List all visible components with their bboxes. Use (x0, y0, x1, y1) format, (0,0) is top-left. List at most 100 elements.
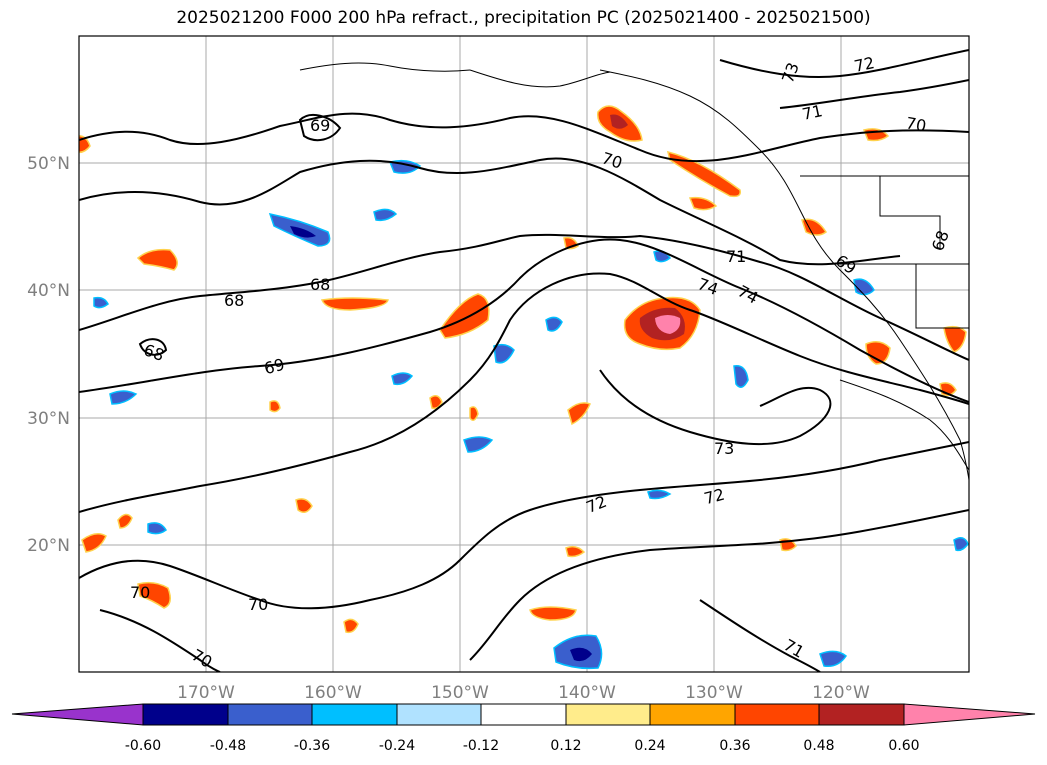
contour-line (79, 112, 969, 163)
longitude-label: 140°W (558, 683, 616, 703)
colorbar-tick-label: 0.48 (803, 738, 834, 754)
latitude-label: 40°N (27, 281, 70, 301)
precip-blob (469, 406, 479, 421)
colorbar-tick-label: 0.60 (888, 738, 919, 754)
contour-line (469, 509, 969, 661)
colorbar-tick-label: -0.24 (379, 738, 415, 754)
precip-blob (943, 325, 967, 353)
contour-label: 68 (310, 275, 330, 294)
colorbar-tick-label: -0.12 (463, 738, 499, 754)
contour-line (79, 233, 969, 361)
coast-line (469, 69, 611, 88)
precip-blob (529, 606, 577, 621)
coast-line (879, 176, 941, 250)
contour-line (779, 79, 969, 109)
precip-blob (853, 278, 875, 296)
contour-label: 70 (248, 595, 268, 614)
coast-line (839, 379, 969, 471)
contour-line (99, 609, 221, 672)
colorbar-segment (734, 703, 820, 726)
contour-line (298, 113, 342, 142)
colorbar (11, 703, 1036, 726)
longitude-label: 120°W (812, 683, 870, 703)
precip-blob (343, 618, 359, 634)
precip-blob (570, 647, 592, 662)
colorbar-tick-label: 0.36 (719, 738, 750, 754)
precip-blob (865, 341, 891, 365)
precipitation-field (79, 105, 967, 634)
contour-label: 70 (130, 583, 150, 602)
precip-blob (136, 248, 178, 271)
precip-blob (567, 402, 591, 426)
precip-blob (565, 545, 586, 558)
latitude-label: 20°N (27, 536, 70, 556)
colorbar-ticks: -0.60 -0.48 -0.36 -0.24 -0.12 0.12 0.24 … (125, 738, 920, 754)
plot-area (79, 36, 969, 672)
longitude-label: 170°W (177, 683, 235, 703)
colorbar-tick-label: -0.60 (125, 738, 161, 754)
precip-blob (953, 537, 969, 552)
contour-line (79, 157, 901, 266)
contour-label: 68 (224, 291, 244, 310)
contour-line (719, 49, 969, 79)
latitude-label: 30°N (27, 409, 70, 429)
precip-blob (137, 581, 171, 609)
colorbar-tick-label: 0.12 (550, 738, 581, 754)
colorbar-tick-label: -0.36 (294, 738, 330, 754)
precip-blob (295, 498, 313, 513)
precip-blob (290, 226, 316, 238)
colorbar-segment (11, 703, 144, 726)
precip-blob (117, 513, 133, 529)
precip-blob (647, 489, 672, 500)
precip-blob (493, 343, 515, 364)
contour-line (79, 441, 969, 610)
colorbar-segment (565, 703, 651, 726)
precip-blob (819, 650, 848, 668)
contour-label: 69 (310, 116, 330, 135)
precip-blob (269, 400, 281, 413)
colorbar-segment (649, 703, 736, 726)
gridlines (79, 36, 969, 672)
colorbar-segment (142, 703, 229, 726)
longitude-label: 150°W (431, 683, 489, 703)
precip-blob (81, 533, 107, 553)
colorbar-segment (396, 703, 482, 726)
longitude-label: 160°W (304, 683, 362, 703)
coastline (299, 62, 969, 481)
colorbar-segment (480, 703, 567, 726)
precip-blob (109, 390, 138, 405)
latitude-axis-labels: 50°N 40°N 30°N 20°N (27, 154, 70, 556)
contour-line (79, 272, 969, 513)
contour-line (138, 338, 168, 356)
colorbar-segment (311, 703, 398, 726)
precip-blob (373, 208, 398, 222)
contour-line (599, 369, 832, 446)
longitude-label: 130°W (685, 683, 743, 703)
refractivity-contours (79, 49, 969, 672)
colorbar-tick-label: 0.24 (634, 738, 665, 754)
contour-label: 69 (262, 355, 287, 379)
coast-line (915, 264, 969, 329)
contour-line (79, 238, 969, 403)
precip-blob (147, 522, 167, 535)
contour-label: 72 (852, 53, 876, 76)
longitude-axis-labels: 170°W 160°W 150°W 140°W 130°W 120°W (177, 683, 870, 703)
colorbar-segment (227, 703, 313, 726)
precip-blob (320, 297, 389, 311)
contour-label: 73 (714, 439, 734, 458)
precip-blob (666, 150, 742, 198)
precip-blob (429, 395, 443, 410)
precip-blob (733, 365, 749, 388)
plot-frame (78, 35, 970, 673)
precip-blob (391, 372, 414, 386)
colorbar-segment (903, 703, 1036, 726)
coast-line (299, 62, 471, 72)
precip-blob (801, 218, 828, 236)
precip-blob (610, 114, 628, 129)
contour-label: 71 (800, 101, 824, 124)
colorbar-segment (818, 703, 905, 726)
contour-label: 72 (702, 485, 727, 509)
precip-blob (688, 196, 718, 211)
coast-line (599, 69, 969, 481)
